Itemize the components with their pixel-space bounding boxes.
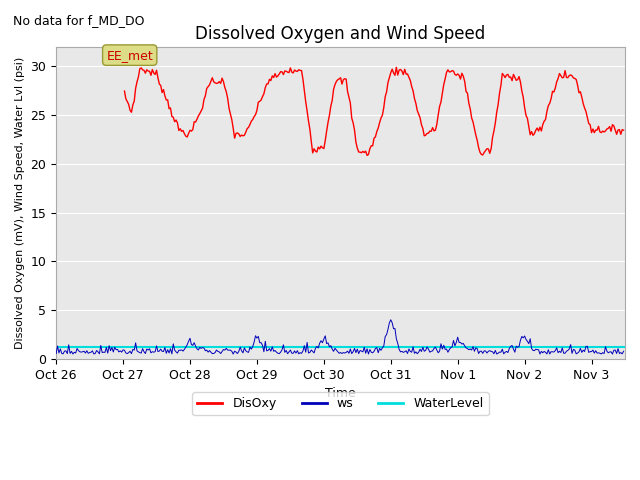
Text: EE_met: EE_met (106, 48, 153, 61)
Y-axis label: Dissolved Oxygen (mV), Wind Speed, Water Lvl (psi): Dissolved Oxygen (mV), Wind Speed, Water… (15, 57, 25, 349)
Text: No data for f_MD_DO: No data for f_MD_DO (13, 14, 144, 27)
Legend: DisOxy, ws, WaterLevel: DisOxy, ws, WaterLevel (193, 392, 489, 415)
Title: Dissolved Oxygen and Wind Speed: Dissolved Oxygen and Wind Speed (195, 24, 486, 43)
X-axis label: Time: Time (325, 387, 356, 400)
